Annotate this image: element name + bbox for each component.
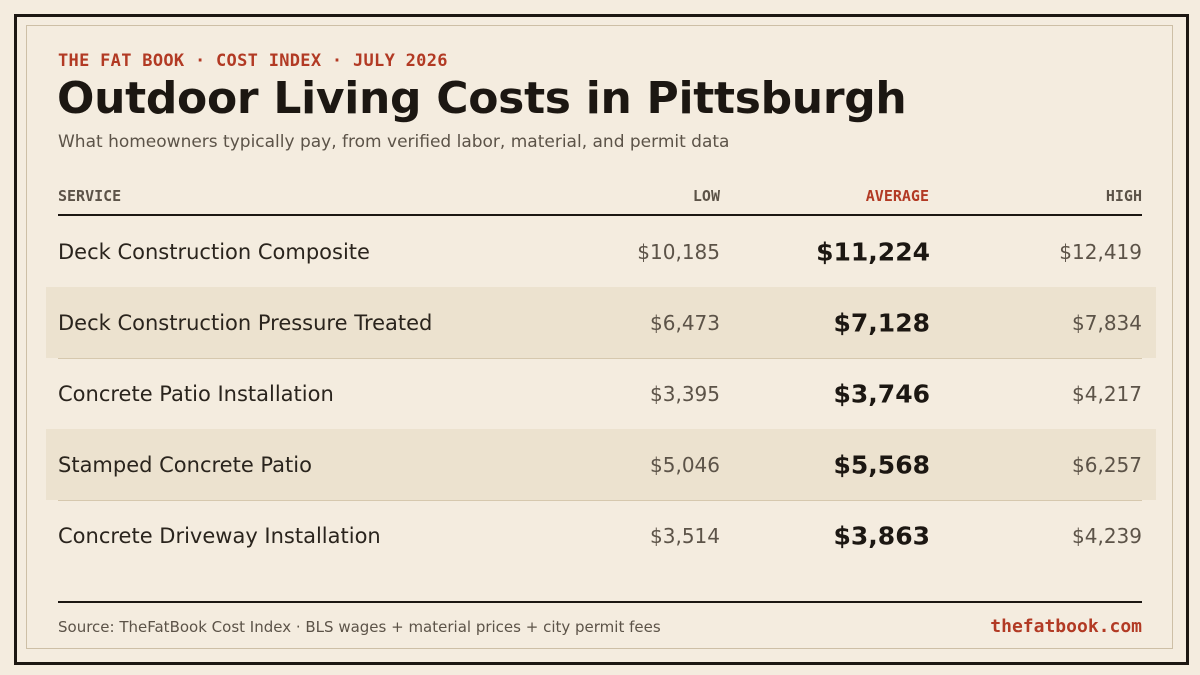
column-header-high: HIGH xyxy=(1105,187,1142,205)
service-name: Deck Construction Pressure Treated xyxy=(58,310,433,335)
service-name: Stamped Concrete Patio xyxy=(58,452,312,477)
average-cost: $7,128 xyxy=(833,308,930,337)
table-row: Concrete Patio Installation $3,395 $3,74… xyxy=(46,358,1156,430)
average-cost: $5,568 xyxy=(833,450,930,479)
high-cost: $4,217 xyxy=(1072,381,1142,406)
column-header-low: LOW xyxy=(692,187,720,205)
brand-link[interactable]: thefatbook.com xyxy=(990,616,1142,637)
average-cost: $11,224 xyxy=(816,237,930,266)
eyebrow-label: THE FAT BOOK · COST INDEX · JULY 2026 xyxy=(58,51,448,71)
average-cost: $3,746 xyxy=(833,379,930,408)
low-cost: $3,395 xyxy=(650,381,720,406)
service-name: Deck Construction Composite xyxy=(58,239,370,264)
table-row: Deck Construction Composite $10,185 $11,… xyxy=(46,216,1156,288)
outer-frame xyxy=(14,14,1189,665)
table-row: Concrete Driveway Installation $3,514 $3… xyxy=(46,500,1156,571)
low-cost: $5,046 xyxy=(650,452,720,477)
high-cost: $12,419 xyxy=(1059,239,1142,264)
high-cost: $6,257 xyxy=(1072,452,1142,477)
column-header-service: SERVICE xyxy=(58,187,122,205)
service-name: Concrete Driveway Installation xyxy=(58,523,381,548)
high-cost: $7,834 xyxy=(1072,310,1142,335)
service-name: Concrete Patio Installation xyxy=(58,381,334,406)
footer-divider xyxy=(58,601,1142,603)
page-subtitle: What homeowners typically pay, from veri… xyxy=(58,132,730,152)
row-divider xyxy=(58,500,1142,501)
low-cost: $6,473 xyxy=(650,310,720,335)
page-title: Outdoor Living Costs in Pittsburgh xyxy=(57,73,907,124)
inner-frame xyxy=(26,25,1173,649)
low-cost: $3,514 xyxy=(650,523,720,548)
column-header-average: AVERAGE xyxy=(865,187,929,205)
low-cost: $10,185 xyxy=(637,239,720,264)
high-cost: $4,239 xyxy=(1072,523,1142,548)
table-row: Deck Construction Pressure Treated $6,47… xyxy=(46,287,1156,359)
source-note: Source: TheFatBook Cost Index · BLS wage… xyxy=(58,618,661,636)
header-divider xyxy=(58,214,1142,216)
table-row: Stamped Concrete Patio $5,046 $5,568 $6,… xyxy=(46,429,1156,501)
row-divider xyxy=(58,358,1142,359)
average-cost: $3,863 xyxy=(833,521,930,550)
